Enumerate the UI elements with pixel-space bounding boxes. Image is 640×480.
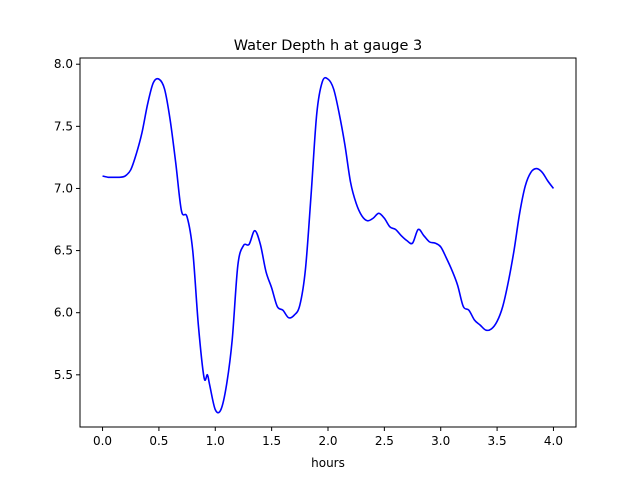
x-tick-label: 1.0 — [206, 434, 225, 448]
x-tick-label: 0.5 — [149, 434, 168, 448]
x-axis-label: hours — [311, 456, 345, 470]
y-tick-label: 7.5 — [54, 119, 73, 133]
x-tick-label: 3.0 — [431, 434, 450, 448]
chart-title: Water Depth h at gauge 3 — [234, 38, 422, 54]
y-tick-label: 8.0 — [54, 57, 73, 71]
x-tick-label: 2.0 — [318, 434, 337, 448]
x-tick-label: 4.0 — [544, 434, 563, 448]
x-tick-label: 3.5 — [488, 434, 507, 448]
y-tick-label: 7.0 — [54, 181, 73, 195]
y-axis: 5.5 6.0 6.5 7.0 7.5 8.0 — [54, 57, 80, 382]
y-tick-label: 6.5 — [54, 244, 73, 258]
y-tick-label: 6.0 — [54, 306, 73, 320]
x-tick-label: 0.0 — [93, 434, 112, 448]
series-layer — [102, 76, 555, 414]
x-axis: 0.0 0.5 1.0 1.5 2.0 2.5 3.0 3.5 4.0 — [93, 427, 563, 448]
series-line — [102, 76, 555, 414]
y-tick-label: 5.5 — [54, 368, 73, 382]
plot-frame — [79, 57, 577, 428]
x-tick-label: 1.5 — [262, 434, 281, 448]
x-tick-label: 2.5 — [375, 434, 394, 448]
